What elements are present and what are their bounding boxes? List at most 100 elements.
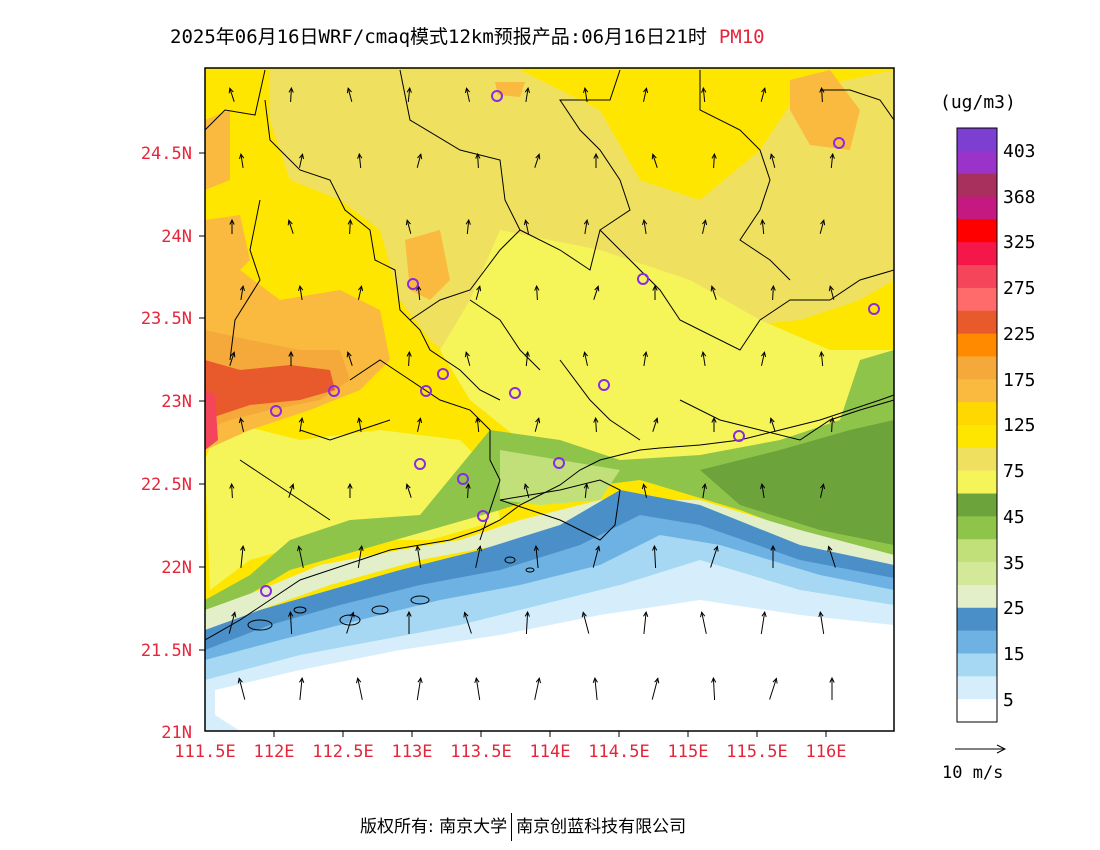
wind-arrow-icon (760, 482, 766, 498)
wind-arrow-icon (299, 153, 305, 168)
wind-arrow-icon (415, 544, 422, 568)
lon-tick-label: 115E (668, 742, 709, 762)
wind-arrow-icon (405, 219, 412, 234)
wind-arrow-icon (643, 610, 649, 634)
circle-marker-icon (833, 137, 845, 149)
wind-arrow-icon (465, 218, 471, 235)
wind-arrow-icon (298, 416, 304, 432)
wind-arrow-icon (358, 285, 364, 300)
wind-arrow-icon (534, 284, 540, 301)
legend-color-swatch (957, 287, 997, 312)
circle-marker-icon (407, 278, 419, 290)
wind-arrow-icon (770, 544, 776, 568)
wind-arrow-icon (288, 610, 294, 635)
wind-arrow-icon (642, 350, 648, 366)
wind-arrow-icon (357, 544, 364, 568)
wind-arrow-icon (347, 218, 353, 235)
lat-tick-label: 24N (161, 227, 192, 247)
reference-wind-arrow (955, 744, 1007, 754)
wind-arrow-icon (464, 87, 470, 102)
wind-arrow-icon (524, 610, 530, 635)
wind-arrow-icon (652, 544, 658, 569)
circle-marker-icon (328, 385, 340, 397)
wind-arrow-icon (592, 545, 601, 568)
wind-arrow-icon (582, 351, 588, 366)
legend-unit-label: (ug/m3) (940, 92, 1016, 113)
lat-tick-label: 21N (161, 723, 192, 743)
wind-arrow-icon (760, 610, 767, 634)
wind-arrow-icon (651, 677, 660, 700)
legend-label: 35 (1003, 553, 1025, 574)
wind-arrow-icon (710, 285, 717, 300)
wind-arrow-icon (229, 351, 236, 366)
wind-arrow-icon (239, 284, 245, 300)
legend-color-swatch (957, 150, 997, 175)
circle-marker-icon (491, 90, 503, 102)
wind-arrow-icon (417, 417, 423, 432)
wind-arrow-icon (346, 611, 355, 634)
wind-arrow-icon (299, 676, 305, 700)
legend-color-swatch (957, 356, 997, 380)
station-markers (260, 90, 880, 597)
legend-color-swatch (957, 447, 997, 472)
wind-arrow-icon (581, 611, 590, 634)
circle-marker-icon (270, 405, 282, 417)
circle-marker-icon (637, 273, 649, 285)
wind-arrow-icon (592, 676, 598, 700)
circle-marker-icon (733, 430, 745, 442)
wind-arrow-icon (534, 677, 541, 700)
wind-arrow-icon (416, 676, 423, 700)
circle-marker-icon (553, 457, 565, 469)
lon-tick-label: 116E (806, 742, 847, 762)
legend-label: 45 (1003, 507, 1025, 528)
legend-label: 225 (1003, 324, 1036, 345)
wind-arrow-icon (769, 677, 778, 700)
lat-tick-label: 22N (161, 558, 192, 578)
legend-color-swatch (957, 402, 997, 426)
wind-arrow-icon (346, 351, 353, 366)
legend-color-swatch (957, 470, 997, 495)
legend-color-swatch (957, 493, 997, 517)
legend-color-swatch (957, 196, 997, 220)
circle-marker-icon (868, 303, 880, 315)
wind-arrow-icon (829, 152, 835, 169)
wind-arrow-icon (711, 416, 717, 432)
wind-arrow-icon (583, 86, 589, 102)
legend-color-swatch (957, 630, 997, 654)
wind-arrow-icon (711, 676, 717, 701)
legend-color-swatch (957, 539, 997, 563)
wind-arrow-icon (239, 152, 245, 168)
concentration-field (205, 68, 894, 731)
wind-arrow-icon (475, 545, 482, 568)
wind-arrow-icon (298, 284, 304, 300)
wind-arrow-icon (761, 351, 767, 366)
legend-color-swatch (957, 699, 997, 723)
title-text: 2025年06月16日WRF/cmaq模式12km预报产品:06月16日21时 (170, 26, 707, 48)
wind-arrow-icon (474, 676, 481, 700)
wind-arrow-icon (651, 153, 658, 168)
wind-arrow-icon (593, 285, 600, 300)
wind-arrow-icon (642, 218, 648, 234)
legend-label: 25 (1003, 598, 1025, 619)
reference-wind-label: 10 m/s (942, 763, 1004, 783)
longitude-axis: 111.5E 112E 112.5E 113E 113.5E 114E 114.… (174, 731, 846, 762)
circle-marker-icon (509, 387, 521, 399)
company-text: 南京创蓝科技有限公司 (516, 817, 687, 837)
wind-arrow-icon (357, 416, 363, 432)
lon-tick-label: 113.5E (450, 742, 511, 762)
legend-label: 275 (1003, 278, 1036, 299)
legend-color-swatch (957, 653, 997, 677)
wind-arrow-icon (288, 483, 295, 498)
pollutant-label: PM10 (718, 26, 765, 48)
wind-arrow-icon (229, 218, 235, 234)
circle-marker-icon (437, 368, 449, 380)
legend-color-swatch (957, 310, 997, 335)
lon-tick-label: 115.5E (726, 742, 787, 762)
lat-tick-label: 21.5N (141, 641, 192, 661)
wind-arrow-icon (357, 152, 363, 169)
wind-arrow-icon (583, 482, 589, 499)
legend-color-swatch (957, 676, 997, 700)
wind-arrow-icon (770, 284, 776, 301)
chart-title: 2025年06月16日WRF/cmaq模式12km预报产品:06月16日21时 P… (170, 22, 950, 49)
